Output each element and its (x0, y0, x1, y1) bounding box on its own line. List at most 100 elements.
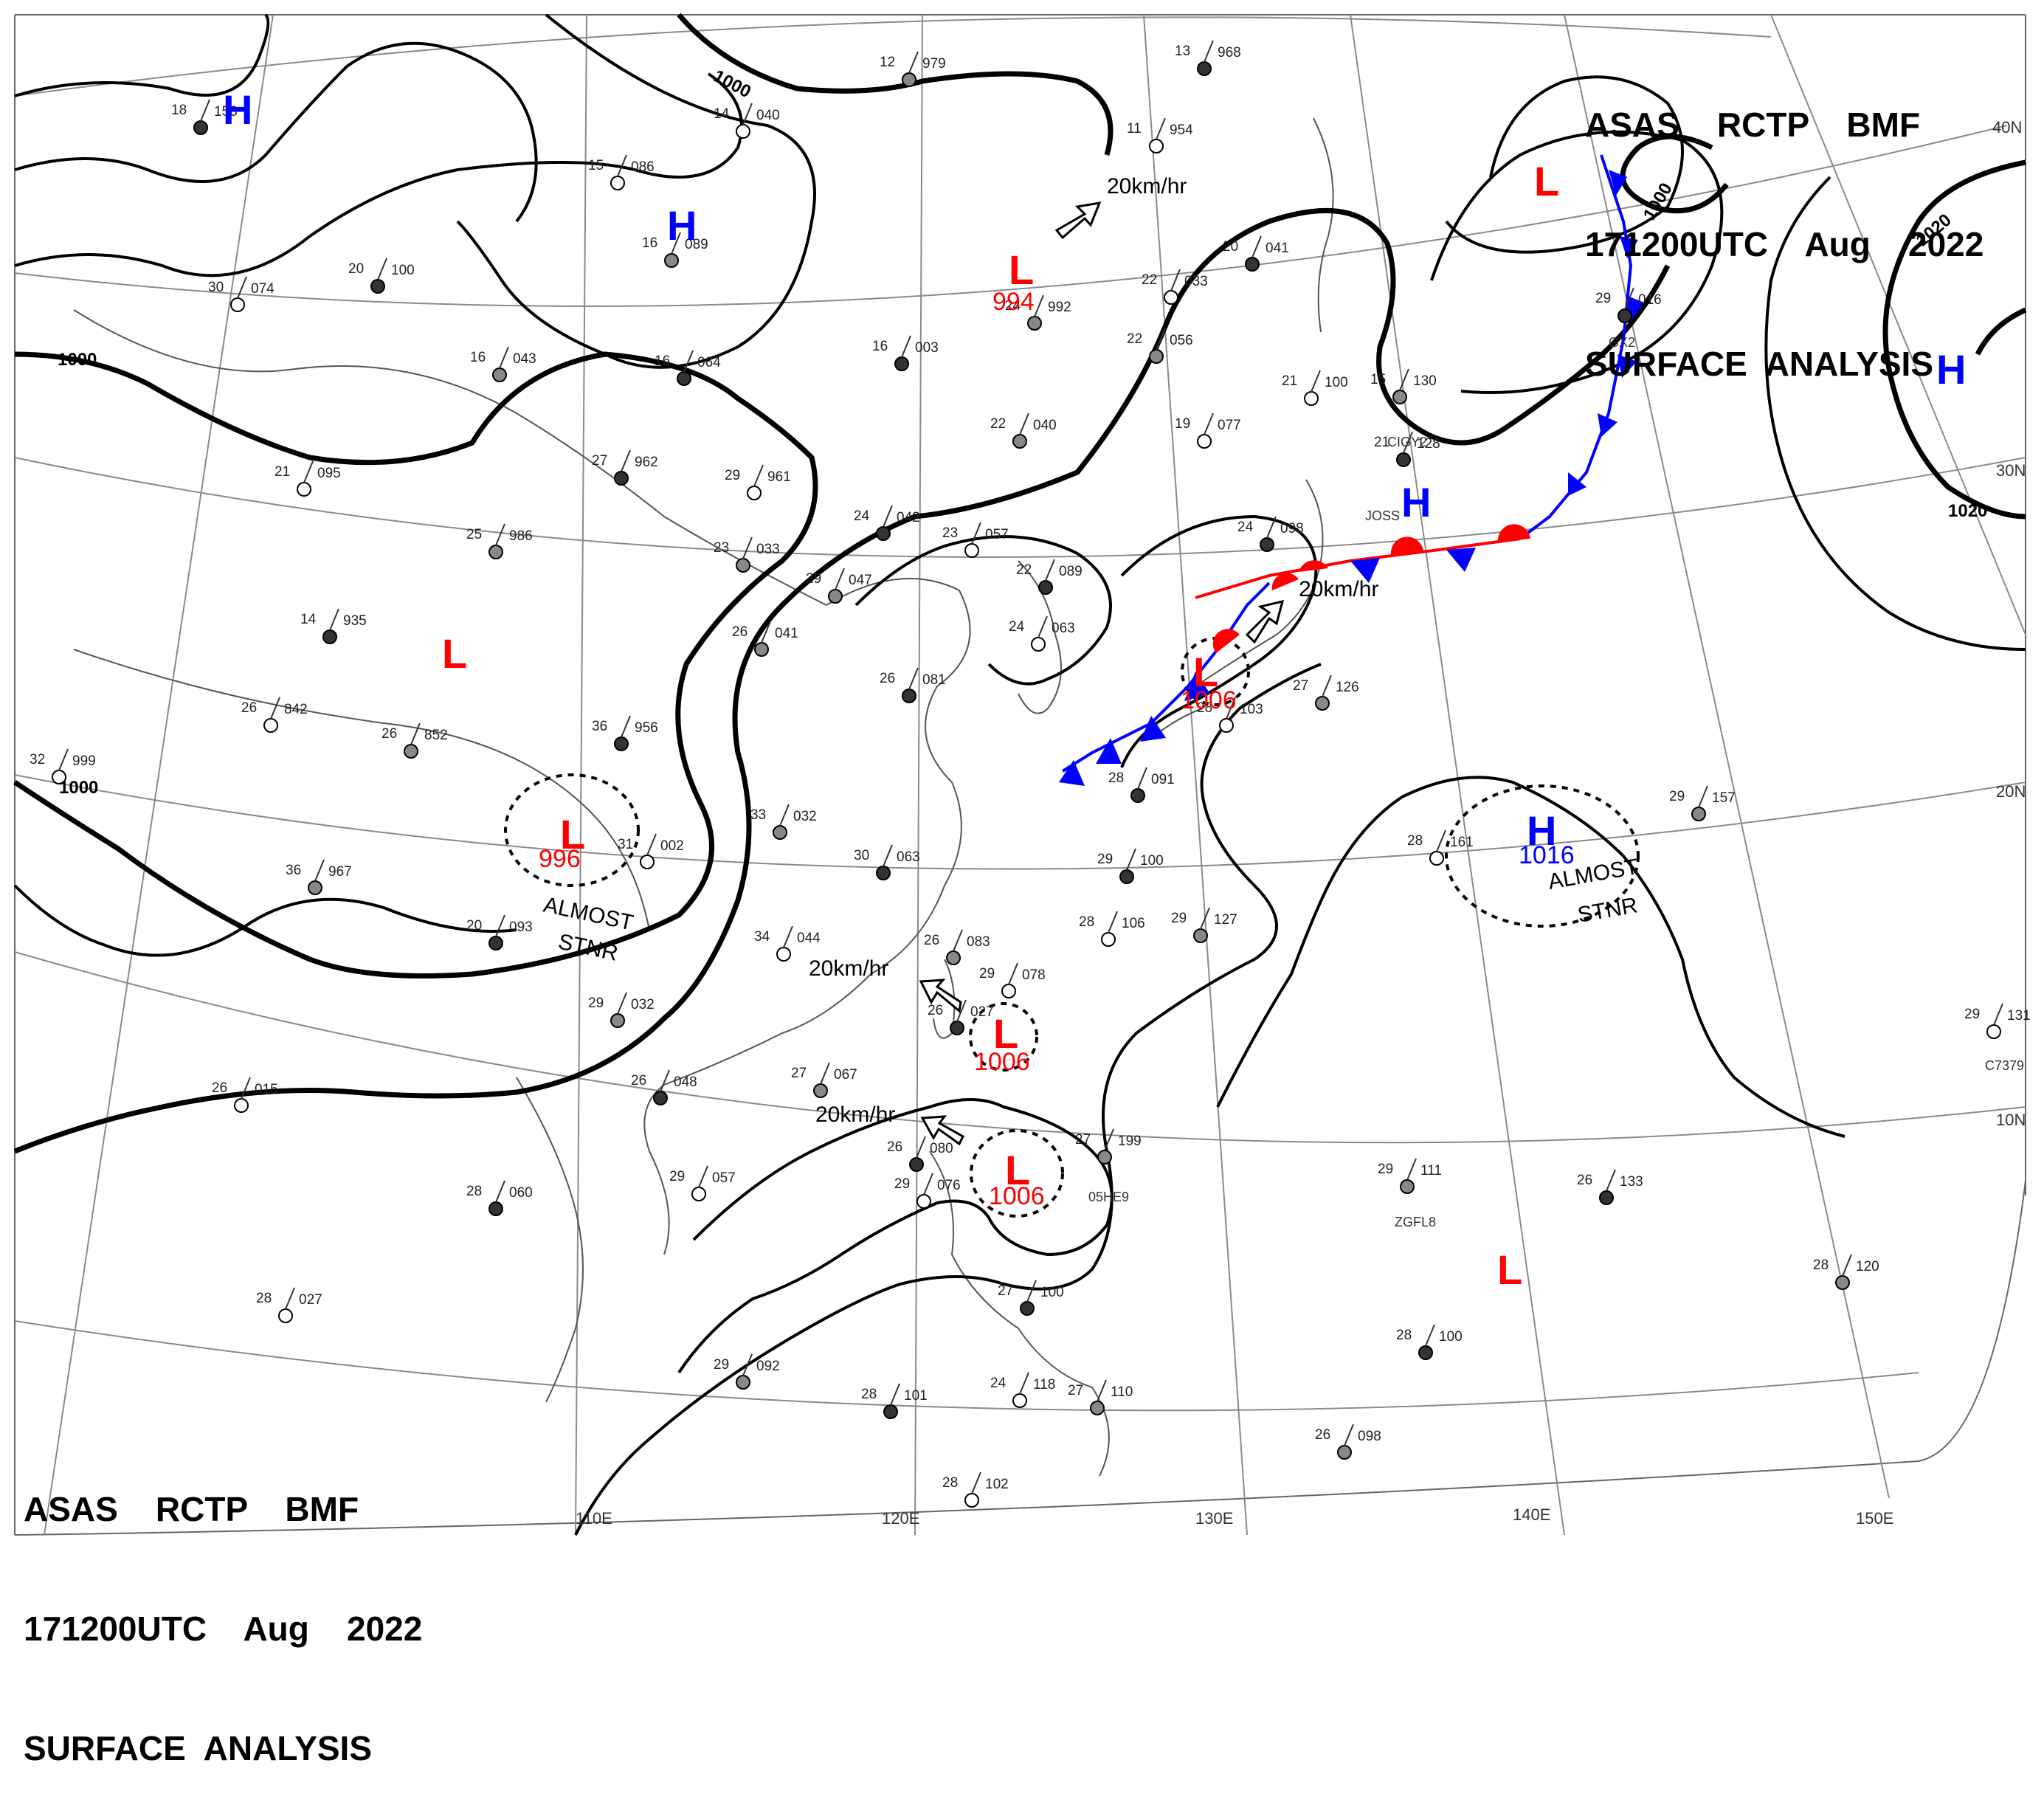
isobar-label: 1000 (59, 778, 98, 798)
station-pressure: 041 (775, 626, 798, 641)
station-temperature: 23 (714, 540, 729, 556)
station-temperature: 28 (861, 1387, 877, 1402)
low-pressure-center: L (1497, 1246, 1522, 1293)
station-temperature: 25 (466, 527, 482, 542)
isobar-pacific (1216, 776, 1846, 1138)
station-plot: 16 064 (655, 350, 721, 386)
station-pressure: 100 (1040, 1285, 1064, 1300)
station-pressure: 961 (767, 469, 791, 485)
station-pressure: 103 (1240, 702, 1263, 717)
station-cloud-icon (773, 825, 787, 840)
station-plot: 21 128 (1374, 431, 1440, 467)
station-pressure: 074 (251, 281, 275, 297)
station-plot: 31 002 (618, 833, 684, 869)
station-pressure: 092 (756, 1359, 780, 1374)
station-temperature: 29 (1595, 291, 1611, 306)
station-cloud-icon (747, 486, 762, 500)
station-pressure: 086 (631, 159, 655, 175)
station-tags: JOSS CIGY2 GX2 ZGFL8 05HE9 C7379 (1088, 335, 2024, 1229)
station-temperature: 15 (588, 158, 604, 173)
station-cloud-icon (488, 1201, 503, 1216)
dashed-low-1006-tw (969, 1002, 1038, 1072)
station-pressure: 979 (922, 56, 946, 72)
station-temperature: 29 (979, 966, 995, 981)
station-temperature: 26 (381, 726, 397, 742)
station-temperature: 28 (1108, 770, 1124, 786)
station-pressure: 842 (284, 702, 308, 717)
station-cloud-icon (736, 124, 750, 139)
station-temperature: 24 (1237, 520, 1254, 535)
station-pressure: 032 (631, 997, 655, 1012)
station-cloud-icon (278, 1308, 293, 1323)
isobars (13, 13, 2027, 1536)
station-pressure: 106 (1122, 916, 1145, 931)
station-wind-barb (883, 844, 893, 867)
station-wind-barb (200, 99, 210, 122)
station-pressure: 992 (1048, 300, 1071, 315)
station-wind-barb (1436, 829, 1446, 852)
station-pressure: 033 (1184, 274, 1208, 289)
station-temperature: 20 (1223, 239, 1238, 255)
boundary-interior-1 (73, 649, 650, 931)
center-pressure-value: 1016 (1519, 841, 1575, 869)
latitude-grid (14, 16, 2026, 1412)
station-cloud-icon (776, 947, 791, 962)
isobar-nw-1 (14, 13, 270, 97)
station-cloud-icon (1315, 696, 1330, 711)
movement-arrows (919, 201, 1285, 1146)
station-pressure: 128 (1417, 436, 1440, 452)
station-temperature: 29 (1964, 1007, 1980, 1022)
station-cloud-icon (1396, 452, 1411, 467)
meridian-100e (44, 14, 274, 1536)
movement-label-jp: 20km/hr (1299, 577, 1378, 601)
station-pressure: 043 (513, 351, 536, 367)
station-plot: 28 106 (1079, 911, 1145, 947)
center-pressure-value: 996 (539, 845, 581, 873)
station-cloud-icon (1400, 1179, 1415, 1194)
station-plot: 29 092 (714, 1353, 780, 1390)
station-plot: 19 077 (1175, 413, 1241, 449)
station-pressure: 126 (1336, 680, 1359, 695)
station-cloud-icon (916, 1194, 931, 1209)
meridian-140e (1350, 14, 1565, 1536)
station-wind-barb (1108, 911, 1118, 934)
station-wind-barb (621, 715, 631, 738)
station-temperature: 33 (750, 807, 766, 823)
dashed-low-1006-ph (970, 1129, 1064, 1218)
station-cloud-icon (1304, 391, 1319, 406)
station-cloud-icon (614, 736, 629, 751)
station-temperature: 14 (300, 612, 317, 627)
cold-front-barb (1096, 738, 1122, 764)
station-cloud-icon (964, 543, 979, 558)
high-pressure-center: H (1401, 479, 1431, 525)
station-pressure: 101 (904, 1388, 928, 1404)
station-plot: 22 040 (990, 413, 1057, 449)
station-plot: 28 101 (861, 1383, 928, 1419)
station-temperature: 28 (1396, 1328, 1412, 1343)
isobar-south-2 (854, 535, 1112, 686)
high-pressure-center: H (667, 202, 697, 249)
station-temperature: 27 (998, 1283, 1013, 1299)
station-cloud-icon (1119, 869, 1134, 884)
station-plot: 32 999 (30, 748, 96, 784)
station-plot: 24 098 (1237, 516, 1304, 552)
station-temperature: 21 (1282, 373, 1297, 389)
center-pressure-value: 1006 (1181, 686, 1237, 714)
cold-front-barb (1140, 716, 1166, 742)
low-pressure-center: L (560, 811, 585, 858)
center-pressure-value: 1006 (974, 1048, 1030, 1076)
station-pressure: 078 (1022, 967, 1046, 983)
station-wind-barb (1344, 1424, 1354, 1446)
isobar-east-1020a (1882, 159, 2026, 520)
station-cloud-icon (1245, 257, 1260, 272)
station-plot: 27 199 (1075, 1128, 1142, 1164)
station-plot: 11 954 (1127, 117, 1193, 153)
station-temperature: 20 (348, 261, 364, 277)
station-plot: 26 133 (1577, 1169, 1643, 1205)
station-wind-barb (410, 722, 421, 745)
station-wind-barb (971, 522, 981, 545)
arrow-ne-2 (1245, 599, 1285, 644)
station-plot: 28 120 (1813, 1254, 1879, 1290)
station-cloud-icon (297, 482, 311, 497)
station-temperature: 26 (880, 671, 895, 686)
